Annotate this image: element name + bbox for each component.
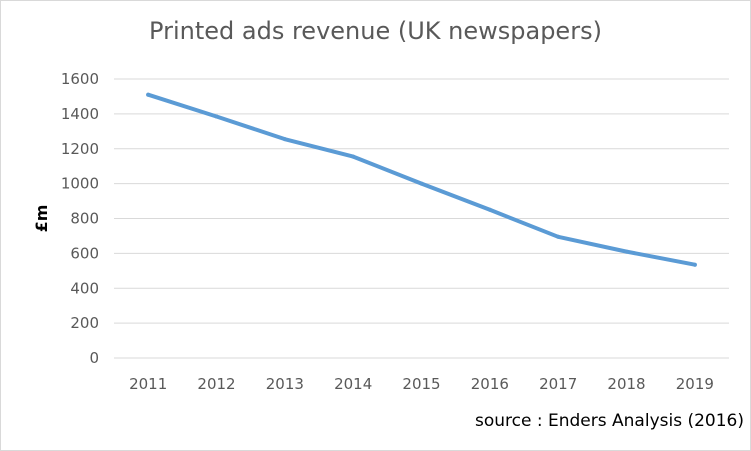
data-point-2019 <box>692 262 697 267</box>
x-tick-label: 2011 <box>129 375 167 393</box>
y-tick-label: 800 <box>70 210 99 228</box>
y-tick-label: 200 <box>70 314 99 332</box>
x-tick-label: 2015 <box>402 375 440 393</box>
source-note: source : Enders Analysis (2016) <box>475 411 744 431</box>
data-point-2014 <box>351 154 356 159</box>
data-point-2016 <box>487 207 492 212</box>
x-tick-labels: 2011 2012 2013 2014 2015 2016 2017 2018 2019 <box>129 375 714 393</box>
x-tick-label: 2013 <box>266 375 304 393</box>
y-tick-label: 1000 <box>61 175 99 193</box>
data-point-2015 <box>419 181 424 186</box>
y-tick-label: 600 <box>70 244 99 262</box>
y-tick-label: 1400 <box>61 105 99 123</box>
y-tick-label: 0 <box>89 349 99 367</box>
x-tick-label: 2017 <box>539 375 577 393</box>
data-point-2011 <box>146 92 151 97</box>
data-point-2018 <box>624 249 629 254</box>
data-point-2013 <box>282 137 287 142</box>
data-point-2017 <box>556 234 561 239</box>
y-tick-label: 1600 <box>61 70 99 88</box>
chart-title: Printed ads revenue (UK newspapers) <box>149 17 602 45</box>
y-tick-labels: 0 200 400 600 800 1000 1200 1400 1600 <box>61 70 99 367</box>
y-tick-label: 1200 <box>61 140 99 158</box>
y-axis-title: £m <box>32 205 51 233</box>
x-tick-label: 2019 <box>676 375 714 393</box>
data-point-2012 <box>214 114 219 119</box>
x-tick-label: 2014 <box>334 375 372 393</box>
gridlines <box>114 78 729 359</box>
series-layer <box>146 92 697 267</box>
y-tick-label: 400 <box>70 279 99 297</box>
x-tick-label: 2018 <box>607 375 645 393</box>
x-tick-label: 2012 <box>197 375 235 393</box>
x-tick-label: 2016 <box>471 375 509 393</box>
series-line <box>146 92 697 267</box>
